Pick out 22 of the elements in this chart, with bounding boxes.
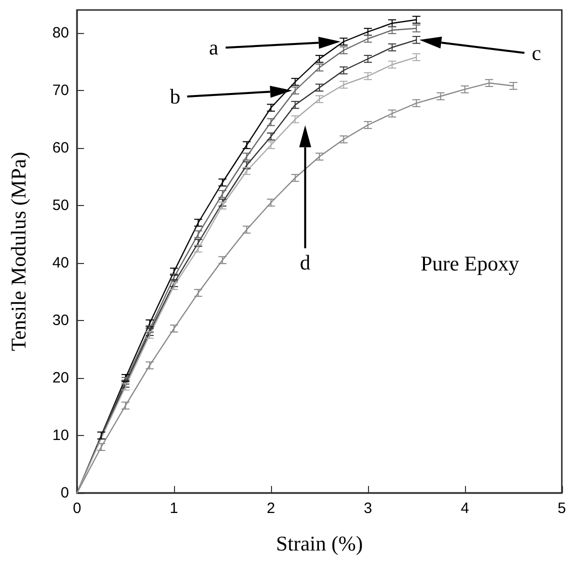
- x-tick-label: 0: [72, 500, 82, 517]
- annotation: a: [208, 36, 219, 60]
- y-tick-label: 70: [52, 82, 69, 99]
- y-tick-label: 80: [52, 24, 69, 42]
- annotation: d: [300, 250, 311, 274]
- y-tick-label: 10: [52, 427, 69, 444]
- y-tick-label: 60: [52, 140, 69, 156]
- y-tick-label: 50: [52, 197, 69, 214]
- annotation: c: [532, 40, 542, 65]
- x-axis-title: Strain (%): [276, 532, 363, 556]
- x-tick-label: 3: [364, 500, 372, 517]
- x-tick-label: 2: [266, 500, 276, 517]
- x-tick-label: 5: [558, 500, 566, 517]
- x-tick-label: 1: [170, 500, 178, 517]
- y-tick-label: 30: [52, 312, 69, 329]
- y-axis-title: Tensile Modulus (MPa): [6, 152, 30, 352]
- annotation: Pure Epoxy: [420, 251, 520, 276]
- y-tick-label: 0: [60, 484, 69, 502]
- x-tick-label: 4: [460, 500, 470, 517]
- y-tick-label: 20: [52, 370, 69, 386]
- annotation: b: [170, 84, 180, 108]
- y-tick-label: 40: [52, 254, 69, 272]
